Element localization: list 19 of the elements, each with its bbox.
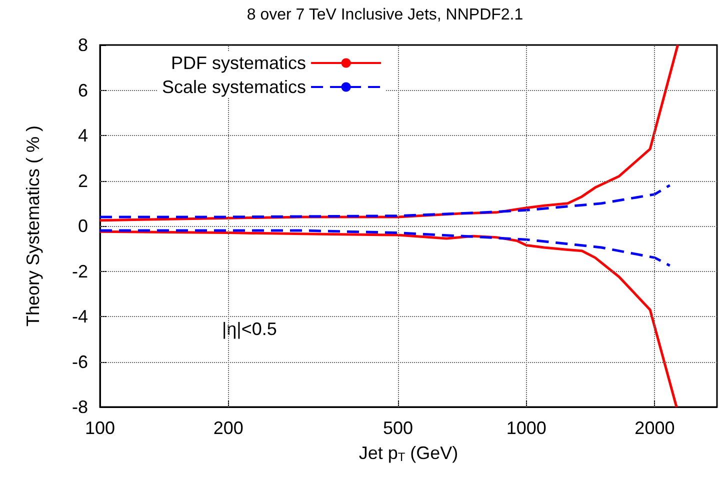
annotation: |η|<0.5 [222, 319, 277, 339]
y-tick-label: -8 [72, 397, 88, 417]
x-tick-label: 500 [382, 418, 414, 438]
y-tick-label: 4 [78, 126, 88, 146]
y-tick-label: -6 [72, 352, 88, 372]
y-tick-label: 8 [78, 35, 88, 55]
y-tick-label: 6 [78, 80, 88, 100]
y-tick-label: 2 [78, 170, 88, 191]
y-axis-title: Theory Systematics ( % ) [23, 125, 43, 327]
x-tick-label: 1000 [506, 418, 546, 438]
y-tick-label: 0 [78, 216, 88, 236]
x-tick-label: 200 [213, 418, 244, 438]
y-tick-label: -4 [72, 306, 88, 326]
chart-title: 8 over 7 TeV Inclusive Jets, NNPDF2.1 [246, 6, 524, 24]
legend-label: Scale systematics [162, 77, 306, 97]
x-tick-label: 2000 [634, 418, 675, 438]
x-tick-label: 100 [84, 418, 116, 438]
y-tick-label: -2 [72, 261, 88, 282]
legend-label: PDF systematics [171, 53, 306, 73]
